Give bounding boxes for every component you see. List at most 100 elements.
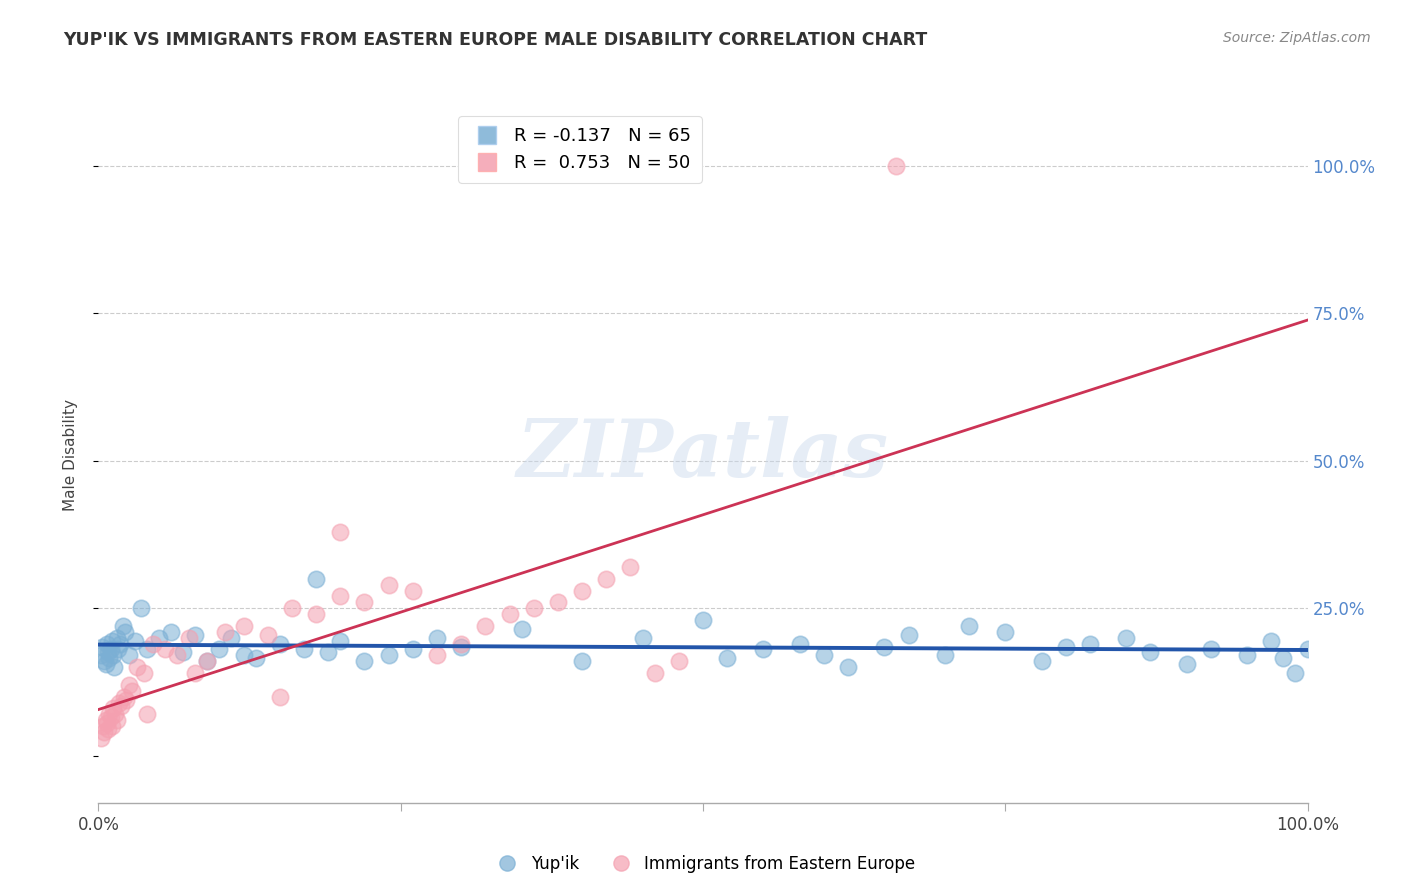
Point bbox=[94, 657, 117, 672]
Point bbox=[329, 590, 352, 604]
Point bbox=[305, 572, 328, 586]
Point bbox=[353, 654, 375, 668]
Y-axis label: Male Disability: Male Disability bbox=[63, 399, 77, 511]
Point bbox=[96, 637, 118, 651]
Point bbox=[105, 631, 128, 645]
Point bbox=[1078, 637, 1101, 651]
Point bbox=[100, 642, 122, 657]
Point bbox=[1236, 648, 1258, 663]
Point bbox=[208, 642, 231, 657]
Point bbox=[1139, 645, 1161, 659]
Point bbox=[121, 683, 143, 698]
Point bbox=[402, 583, 425, 598]
Point bbox=[269, 690, 291, 704]
Point bbox=[1296, 642, 1319, 657]
Point bbox=[644, 666, 666, 681]
Point bbox=[897, 628, 920, 642]
Point bbox=[281, 601, 304, 615]
Legend: R = -0.137   N = 65, R =  0.753   N = 50: R = -0.137 N = 65, R = 0.753 N = 50 bbox=[458, 116, 702, 183]
Point bbox=[232, 619, 254, 633]
Point bbox=[631, 631, 654, 645]
Point bbox=[97, 645, 120, 659]
Point bbox=[115, 692, 138, 706]
Point bbox=[135, 707, 157, 722]
Point bbox=[426, 648, 449, 663]
Point bbox=[184, 666, 207, 681]
Point bbox=[142, 637, 165, 651]
Point bbox=[108, 696, 131, 710]
Point bbox=[1199, 642, 1222, 657]
Point bbox=[329, 524, 352, 539]
Point bbox=[129, 601, 152, 615]
Point bbox=[184, 628, 207, 642]
Point bbox=[426, 631, 449, 645]
Point bbox=[510, 622, 533, 636]
Point bbox=[619, 560, 641, 574]
Point bbox=[93, 654, 115, 668]
Point bbox=[402, 642, 425, 657]
Point bbox=[1115, 631, 1137, 645]
Point bbox=[135, 642, 157, 657]
Point bbox=[100, 719, 122, 733]
Point bbox=[134, 666, 156, 681]
Point bbox=[98, 707, 121, 722]
Point bbox=[118, 678, 141, 692]
Point bbox=[269, 637, 291, 651]
Point bbox=[90, 648, 112, 663]
Point bbox=[595, 572, 617, 586]
Point bbox=[127, 660, 149, 674]
Point bbox=[789, 637, 811, 651]
Point bbox=[329, 633, 352, 648]
Point bbox=[1054, 640, 1077, 654]
Point bbox=[100, 633, 122, 648]
Point bbox=[96, 716, 118, 731]
Point bbox=[94, 713, 117, 727]
Point bbox=[172, 645, 194, 659]
Point bbox=[474, 619, 496, 633]
Text: Source: ZipAtlas.com: Source: ZipAtlas.com bbox=[1223, 31, 1371, 45]
Point bbox=[166, 648, 188, 663]
Point bbox=[245, 651, 267, 665]
Point bbox=[112, 690, 135, 704]
Point bbox=[1260, 633, 1282, 648]
Point bbox=[1175, 657, 1198, 672]
Point bbox=[813, 648, 835, 663]
Point bbox=[93, 725, 115, 739]
Point bbox=[195, 654, 218, 668]
Point bbox=[153, 642, 176, 657]
Point bbox=[108, 637, 131, 651]
Point bbox=[148, 631, 170, 645]
Point bbox=[377, 648, 399, 663]
Point bbox=[316, 645, 339, 659]
Point bbox=[98, 651, 121, 665]
Point bbox=[221, 631, 243, 645]
Text: ZIPatlas: ZIPatlas bbox=[517, 417, 889, 493]
Point bbox=[994, 624, 1017, 639]
Text: YUP'IK VS IMMIGRANTS FROM EASTERN EUROPE MALE DISABILITY CORRELATION CHART: YUP'IK VS IMMIGRANTS FROM EASTERN EUROPE… bbox=[63, 31, 928, 49]
Point bbox=[91, 719, 114, 733]
Point bbox=[100, 710, 122, 724]
Point bbox=[450, 640, 472, 654]
Point bbox=[957, 619, 980, 633]
Point bbox=[292, 642, 315, 657]
Point bbox=[110, 698, 132, 713]
Point bbox=[450, 637, 472, 651]
Point bbox=[111, 619, 134, 633]
Point bbox=[873, 640, 896, 654]
Point bbox=[256, 628, 278, 642]
Point bbox=[353, 595, 375, 609]
Point bbox=[90, 731, 112, 745]
Point bbox=[105, 713, 128, 727]
Point bbox=[571, 654, 593, 668]
Point bbox=[668, 654, 690, 668]
Point bbox=[160, 624, 183, 639]
Point bbox=[934, 648, 956, 663]
Point bbox=[837, 660, 859, 674]
Point bbox=[195, 654, 218, 668]
Point bbox=[97, 722, 120, 736]
Point bbox=[1031, 654, 1053, 668]
Point bbox=[1284, 666, 1306, 681]
Point bbox=[377, 577, 399, 591]
Point bbox=[1272, 651, 1295, 665]
Point bbox=[101, 701, 124, 715]
